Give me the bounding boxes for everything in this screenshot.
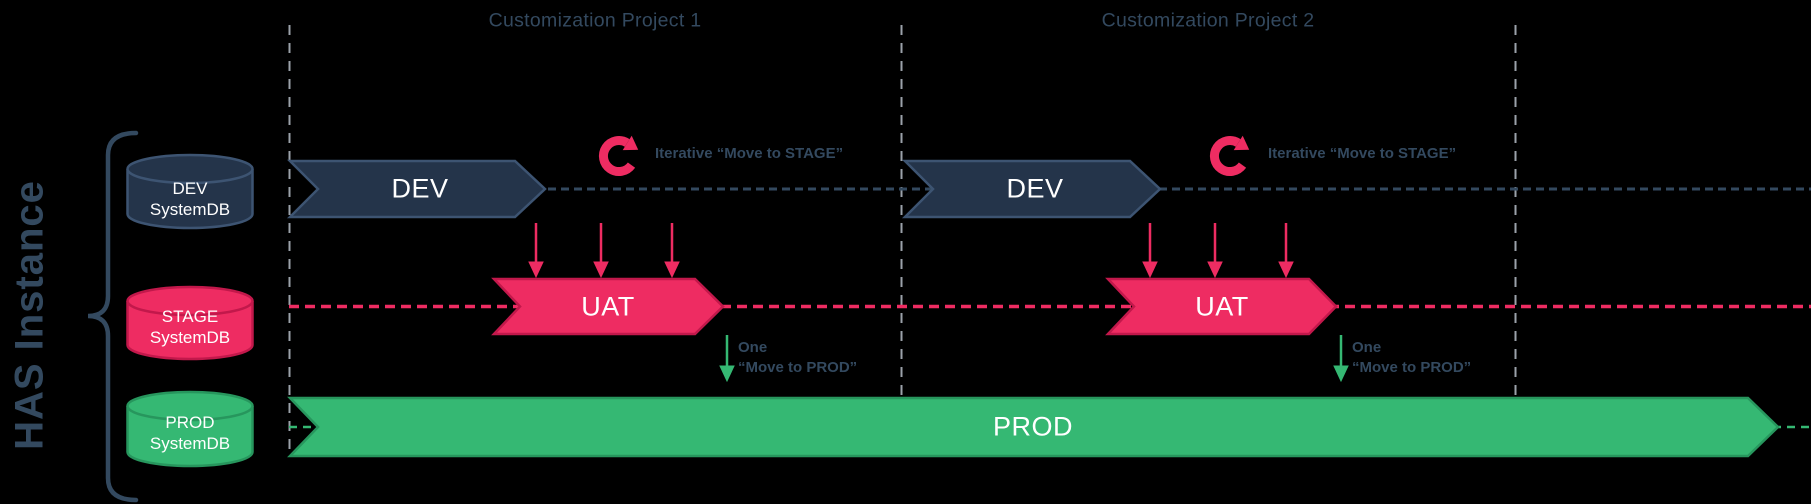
note-line: “Move to PROD” xyxy=(1352,359,1472,376)
iterative-note-project1: Iterative “Move to STAGE” xyxy=(655,145,844,162)
project2-title: Customization Project 2 xyxy=(1101,9,1315,32)
move-to-stage-arrows-project1 xyxy=(528,223,680,279)
has-instance-brace xyxy=(87,130,139,503)
db-name: PROD xyxy=(165,413,215,432)
uat-arrow-project1 xyxy=(491,277,725,336)
iterative-note-project2: Iterative “Move to STAGE” xyxy=(1268,145,1457,162)
dev-arrow-label-project2: DEV xyxy=(1006,173,1064,204)
move-to-prod-arrow-project1 xyxy=(719,335,735,383)
move-to-prod-arrow-project2 xyxy=(1333,335,1349,383)
prod-bar-arrow xyxy=(287,396,1780,458)
move-to-prod-note-project1: One “Move to PROD” xyxy=(738,338,857,378)
down-arrowhead-icon xyxy=(593,261,609,279)
down-arrowhead-icon xyxy=(528,261,544,279)
move-to-stage-arrows-project2 xyxy=(1142,223,1294,279)
has-instance-label: HAS Instance xyxy=(7,180,52,450)
iterative-refresh-icon xyxy=(598,135,639,176)
stage-systemdb-cylinder xyxy=(126,285,254,361)
prod-bar-label: PROD xyxy=(992,411,1074,442)
stage-cylinder-top xyxy=(126,285,254,317)
db-name: STAGE xyxy=(161,307,219,326)
note-line: “Move to PROD” xyxy=(738,359,858,376)
note-line: One xyxy=(1352,339,1382,356)
prod-cylinder-top xyxy=(126,390,254,422)
stage-systemdb-label: STAGE SystemDB xyxy=(150,306,230,348)
down-arrowhead-icon xyxy=(1207,261,1223,279)
down-arrowhead-icon xyxy=(719,365,735,383)
dev-cylinder-body xyxy=(126,169,254,230)
db-name: DEV xyxy=(172,179,208,198)
refresh-arrowhead xyxy=(622,135,639,151)
db-type: SystemDB xyxy=(149,200,231,219)
down-arrowhead-icon xyxy=(664,261,680,279)
dev-arrow-project1 xyxy=(286,159,547,219)
down-arrowhead-icon xyxy=(1142,261,1158,279)
move-to-prod-note-project2: One “Move to PROD” xyxy=(1352,338,1471,378)
refresh-arc xyxy=(598,136,636,176)
stage-cylinder-body xyxy=(126,301,254,361)
dev-systemdb-label: DEV SystemDB xyxy=(150,178,230,220)
project1-title: Customization Project 1 xyxy=(488,9,702,32)
note-line: One xyxy=(738,339,768,356)
down-arrowhead-icon xyxy=(1278,261,1294,279)
prod-systemdb-label: PROD SystemDB xyxy=(150,412,230,454)
db-type: SystemDB xyxy=(149,328,231,347)
dev-cylinder-top xyxy=(126,153,254,185)
db-type: SystemDB xyxy=(149,434,231,453)
uat-arrow-label-project1: UAT xyxy=(581,291,635,322)
uat-arrow-label-project2: UAT xyxy=(1195,291,1249,322)
dev-arrow-project2 xyxy=(901,159,1162,219)
refresh-arc xyxy=(1209,136,1247,176)
refresh-arrowhead xyxy=(1233,135,1250,151)
uat-arrow-project2 xyxy=(1105,277,1338,336)
iterative-refresh-icon xyxy=(1209,135,1250,176)
dev-systemdb-cylinder xyxy=(126,153,254,230)
prod-systemdb-cylinder xyxy=(126,390,254,468)
prod-cylinder-body xyxy=(126,406,254,468)
down-arrowhead-icon xyxy=(1333,365,1349,383)
dev-arrow-label-project1: DEV xyxy=(391,173,449,204)
